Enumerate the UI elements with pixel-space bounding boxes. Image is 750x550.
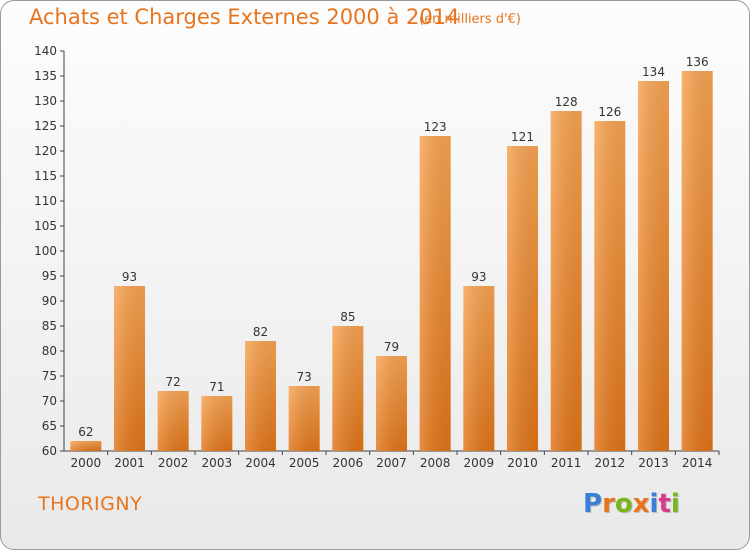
- value-labels: 62 93 72 71 82 73 85 79 123 93 121 128 126 134 136: [78, 55, 708, 439]
- value-label-2014: 136: [686, 55, 709, 69]
- bar-shade-2013: [638, 81, 669, 451]
- value-label-2012: 126: [598, 105, 621, 119]
- y-tick-label: 140: [34, 44, 57, 58]
- y-tick-label: 70: [42, 394, 57, 408]
- unit-label: (en milliers d'€): [419, 12, 521, 27]
- bars: [70, 71, 713, 451]
- y-tick-label: 90: [42, 294, 57, 308]
- bar-shade-2003: [201, 396, 233, 451]
- value-label-2003: 71: [209, 380, 224, 394]
- bar-shade-2005: [288, 386, 320, 451]
- bar-shade-2014: [681, 71, 713, 451]
- bar-shade-2012: [594, 121, 626, 451]
- bar-shade-2007: [376, 356, 407, 451]
- value-label-2001: 93: [122, 270, 137, 284]
- value-label-2007: 79: [384, 340, 399, 354]
- chart-title: Achats et Charges Externes 2000 à 2014: [29, 5, 460, 29]
- value-label-2010: 121: [511, 130, 534, 144]
- value-label-2005: 73: [297, 370, 312, 384]
- logo-letter: P: [583, 489, 603, 519]
- x-tick-label: 2000: [71, 456, 102, 470]
- logo-letter: i: [670, 489, 680, 519]
- x-tick-label: 2005: [289, 456, 320, 470]
- y-tick-label: 95: [42, 269, 57, 283]
- x-tick-label: 2009: [464, 456, 495, 470]
- value-label-2011: 128: [555, 95, 578, 109]
- bar-shade-2009: [463, 286, 495, 451]
- y-tick-label: 135: [34, 69, 57, 83]
- value-label-2013: 134: [642, 65, 665, 79]
- logo-letter: i: [649, 489, 659, 519]
- proxiti-logo: Proxiti: [583, 489, 680, 519]
- y-tick-label: 105: [34, 219, 57, 233]
- y-tick-label: 110: [34, 194, 57, 208]
- y-tick-label: 120: [34, 144, 57, 158]
- x-tick-label: 2003: [202, 456, 233, 470]
- x-tick-label: 2006: [333, 456, 364, 470]
- y-tick-label: 130: [34, 94, 57, 108]
- x-tick-label: 2014: [682, 456, 713, 470]
- value-label-2008: 123: [424, 120, 447, 134]
- logo-letter: x: [632, 489, 650, 519]
- y-tick-label: 100: [34, 244, 57, 258]
- location-label: THORIGNY: [38, 493, 143, 515]
- value-label-2004: 82: [253, 325, 268, 339]
- y-tick-label: 65: [42, 419, 57, 433]
- value-label-2000: 62: [78, 425, 93, 439]
- x-tick-label: 2010: [507, 456, 538, 470]
- bar-shade-2000: [70, 441, 102, 451]
- logo-letter: t: [658, 489, 671, 519]
- value-label-2009: 93: [471, 270, 486, 284]
- y-tick-label: 85: [42, 319, 57, 333]
- bar-shade-2004: [245, 341, 276, 451]
- value-label-2002: 72: [166, 375, 181, 389]
- x-tick-label: 2001: [114, 456, 145, 470]
- y-tick-label: 115: [34, 169, 57, 183]
- x-tick-label: 2013: [638, 456, 669, 470]
- x-tick-label: 2008: [420, 456, 451, 470]
- y-tick-label: 60: [42, 444, 57, 458]
- bar-shade-2006: [332, 326, 364, 451]
- bar-shade-2001: [114, 286, 145, 451]
- bar-shade-2010: [507, 146, 538, 451]
- x-tick-label: 2004: [245, 456, 276, 470]
- axes: 60 65 70 75 80 85 90 95 100 105 110 115 120 125 130 135…: [34, 44, 720, 470]
- x-tick-label: 2011: [551, 456, 582, 470]
- y-tick-label: 75: [42, 369, 57, 383]
- x-tick-label: 2012: [595, 456, 626, 470]
- x-tick-label: 2002: [158, 456, 189, 470]
- logo-letter: r: [602, 489, 615, 519]
- value-label-2006: 85: [340, 310, 355, 324]
- y-tick-label: 125: [34, 119, 57, 133]
- y-tick-label: 80: [42, 344, 57, 358]
- bar-shade-2008: [419, 136, 451, 451]
- x-tick-label: 2007: [376, 456, 407, 470]
- logo-letter: o: [614, 489, 633, 519]
- bar-shade-2011: [550, 111, 582, 451]
- bar-shade-2002: [157, 391, 189, 451]
